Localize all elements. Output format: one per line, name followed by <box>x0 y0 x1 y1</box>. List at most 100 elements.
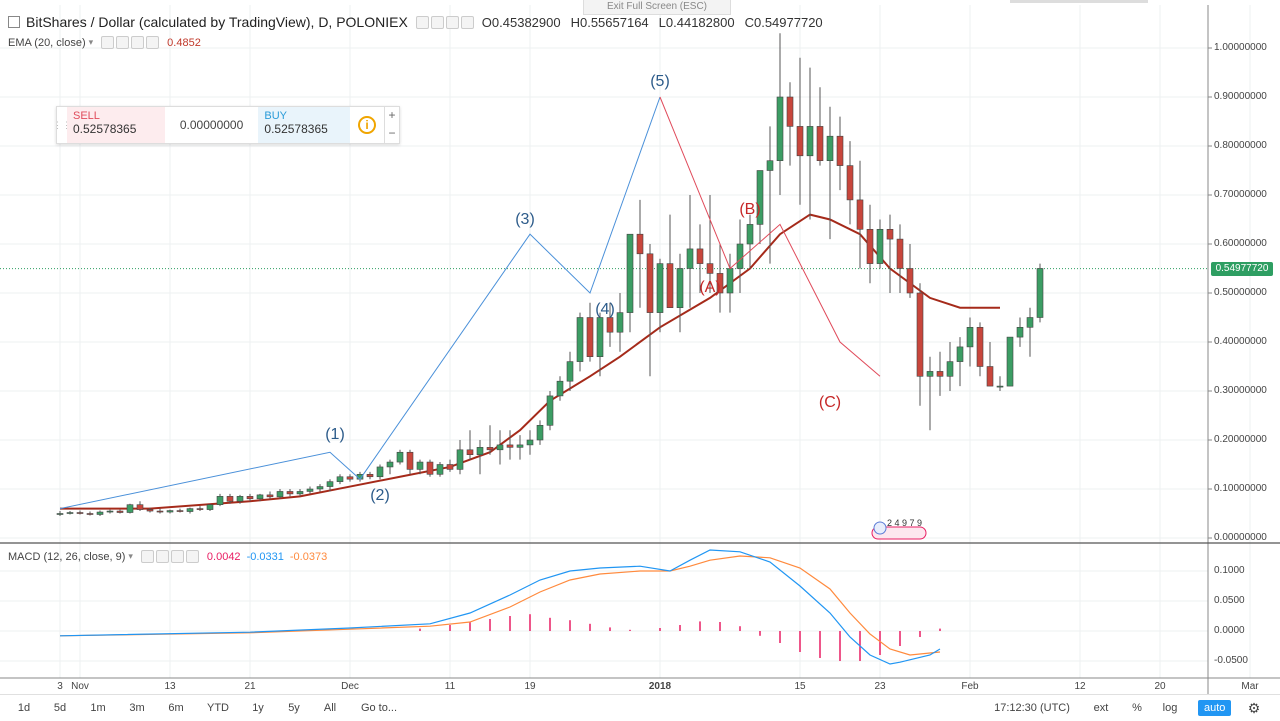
goto-button[interactable]: Go to... <box>360 702 398 714</box>
ohlc-low: L0.44182800 <box>658 14 735 30</box>
candle-body <box>846 165 854 201</box>
buy-label: BUY <box>264 110 288 122</box>
candle-body <box>216 496 224 505</box>
minus-button[interactable]: − <box>388 126 396 140</box>
candle-body <box>416 461 424 470</box>
candle-body <box>126 504 134 513</box>
exit-fullscreen-button[interactable]: Exit Full Screen (ESC) <box>583 0 731 15</box>
auto-toggle[interactable]: auto <box>1198 700 1232 716</box>
candle-body <box>586 317 594 358</box>
legend-buttons[interactable] <box>415 15 474 29</box>
macd-value: -0.0331 <box>246 550 284 563</box>
candle-body <box>1016 326 1024 338</box>
collapse-icon[interactable] <box>8 16 20 28</box>
macd-tick-label: 0.0000 <box>1214 625 1245 636</box>
drag-handle-icon[interactable]: ⋮⋮ <box>53 119 71 130</box>
price-tick-label: 0.20000000 <box>1214 434 1267 445</box>
time-tick-label: 15 <box>794 681 806 692</box>
candle-body <box>246 496 254 500</box>
ema-dropdown-icon[interactable]: ▾ <box>88 37 94 47</box>
wave-label[interactable]: (5) <box>650 73 670 91</box>
candle-body <box>276 491 284 498</box>
candle-body <box>176 510 184 512</box>
ema-legend: EMA (20, close) ▾ 0.4852 <box>8 36 201 49</box>
range-5d[interactable]: 5d <box>53 702 67 714</box>
price-tick-label: 0.50000000 <box>1214 287 1267 298</box>
wave-label[interactable]: (4) <box>595 301 615 319</box>
time-tick-label: 11 <box>444 681 456 692</box>
macd-hist-value: 0.0042 <box>206 550 241 563</box>
wave-label[interactable]: (A) <box>699 279 721 297</box>
range-1m[interactable]: 1m <box>90 702 106 714</box>
candle-body <box>936 371 944 377</box>
sell-price: 0.52578365 <box>73 122 137 136</box>
macd-tick-label: -0.0500 <box>1214 655 1248 666</box>
candle-body <box>336 476 344 482</box>
candle-body <box>256 494 264 500</box>
candle-body <box>916 292 924 377</box>
macd-signal-line <box>59 555 941 656</box>
wave-label[interactable]: (C) <box>818 394 842 412</box>
clock-time[interactable]: 17:12:30 (UTC) <box>994 702 1070 714</box>
candle-body <box>856 199 864 230</box>
ext-toggle[interactable]: ext <box>1093 702 1109 714</box>
gear-icon[interactable]: ⚙ <box>1247 700 1261 716</box>
ema-label[interactable]: EMA (20, close) <box>8 36 86 49</box>
range-1y[interactable]: 1y <box>252 702 264 714</box>
log-toggle[interactable]: log <box>1162 702 1178 714</box>
macd-legend: MACD (12, 26, close, 9) ▾ 0.0042 -0.0331… <box>8 550 327 563</box>
macd-tick-label: 0.1000 <box>1214 565 1245 576</box>
bottom-toolbar: 1d 5d 1m 3m 6m YTD 1y 5y All Go to... 17… <box>0 694 1280 721</box>
candle-body <box>896 238 904 269</box>
time-tick-label: 21 <box>244 681 256 692</box>
candle-body <box>316 486 324 490</box>
wave-label[interactable]: (3) <box>515 210 535 228</box>
price-tick-label: 0.60000000 <box>1214 238 1267 249</box>
events-marker[interactable]: 2 4 9 7 9 <box>870 518 930 540</box>
info-icon: i <box>358 116 377 134</box>
macd-dropdown-icon[interactable]: ▾ <box>128 551 133 561</box>
price-tick-label: 0.00000000 <box>1214 532 1267 543</box>
macd-label[interactable]: MACD (12, 26, close, 9) <box>8 550 126 563</box>
range-3m[interactable]: 3m <box>129 702 145 714</box>
wave-label[interactable]: (B) <box>739 200 761 218</box>
range-6m[interactable]: 6m <box>168 702 184 714</box>
info-button[interactable]: i <box>350 107 384 143</box>
quantity-stepper[interactable]: + − <box>384 107 399 143</box>
candle-body <box>516 444 524 448</box>
candle-body <box>116 510 124 513</box>
candle-body <box>996 385 1004 388</box>
candle-body <box>616 312 624 333</box>
macd-buttons[interactable] <box>140 550 199 563</box>
candle-body <box>1036 268 1044 318</box>
range-1d[interactable]: 1d <box>17 702 31 714</box>
symbol-title: BitShares / Dollar (calculated by Tradin… <box>26 14 408 30</box>
candle-body <box>466 449 474 455</box>
candle-body <box>476 447 484 456</box>
candle-body <box>656 263 664 313</box>
wave-label[interactable]: (2) <box>370 487 390 505</box>
candle-body <box>536 424 544 441</box>
range-all[interactable]: All <box>323 702 337 714</box>
buy-button[interactable]: BUY 0.52578365 <box>258 107 351 143</box>
ema-buttons[interactable] <box>101 36 160 49</box>
candle-body <box>976 326 984 367</box>
candle-body <box>186 508 194 512</box>
wave-label[interactable]: (1) <box>325 426 345 444</box>
candle-body <box>796 126 804 157</box>
candle-body <box>806 126 814 157</box>
plus-button[interactable]: + <box>388 108 396 122</box>
candle-body <box>696 248 704 264</box>
range-5y[interactable]: 5y <box>288 702 300 714</box>
percent-toggle[interactable]: % <box>1132 702 1142 714</box>
time-tick-label: Feb <box>961 681 979 692</box>
price-tick-label: 0.40000000 <box>1214 336 1267 347</box>
price-tick-label: 0.90000000 <box>1214 91 1267 102</box>
sell-label: SELL <box>73 110 100 122</box>
sell-button[interactable]: SELL 0.52578365 <box>67 107 165 143</box>
buy-price: 0.52578365 <box>264 122 328 136</box>
last-price-label: 0.54977720 <box>1211 262 1273 276</box>
candle-body <box>756 170 764 225</box>
range-ytd[interactable]: YTD <box>207 702 229 714</box>
